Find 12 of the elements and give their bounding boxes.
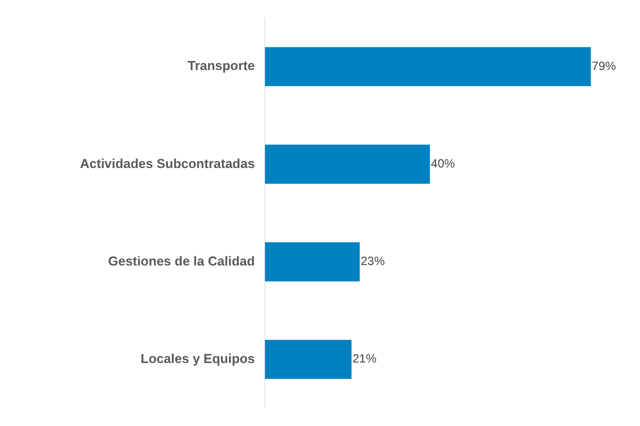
bar [264,47,591,86]
y-tick-label: Actividades Subcontratadas [80,156,255,171]
data-label: 23% [360,254,386,268]
bar [264,144,430,184]
y-tick-label: Locales y Equipos [140,350,255,366]
bar [264,242,360,282]
bar [264,340,352,379]
data-label: 40% [430,156,456,171]
y-tick-label: Gestiones de la Calidad [108,253,255,268]
y-tick-label: Transporte [188,58,255,74]
data-label: 21% [352,352,377,366]
data-label: 79% [592,58,616,73]
